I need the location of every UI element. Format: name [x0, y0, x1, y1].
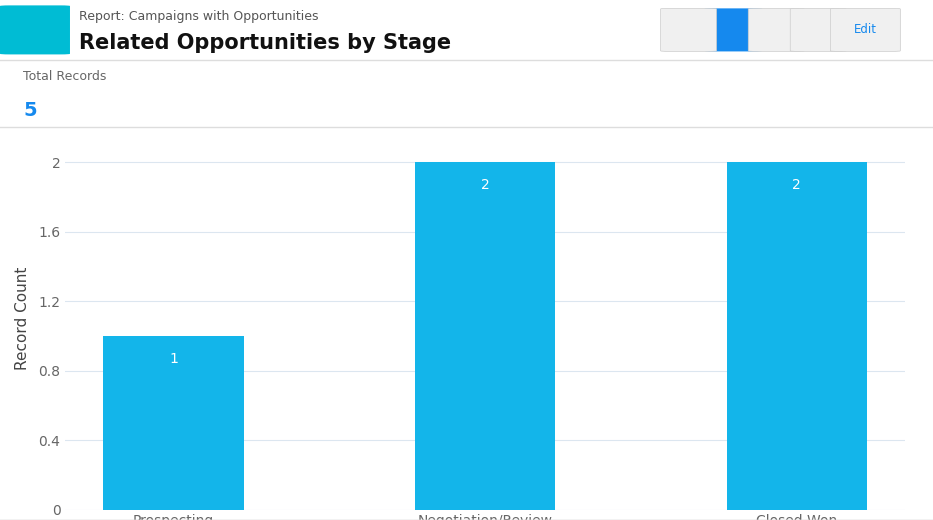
- Text: 1: 1: [169, 352, 178, 366]
- Bar: [727, 162, 867, 510]
- Text: Report: Campaigns with Opportunities: Report: Campaigns with Opportunities: [79, 10, 319, 23]
- Text: 5: 5: [23, 101, 37, 120]
- Text: 2: 2: [480, 178, 490, 192]
- Text: 2: 2: [792, 178, 801, 192]
- Bar: [104, 336, 244, 510]
- FancyBboxPatch shape: [748, 8, 804, 51]
- FancyBboxPatch shape: [661, 8, 717, 51]
- Text: Total Records: Total Records: [23, 70, 106, 83]
- Bar: [415, 162, 555, 510]
- FancyBboxPatch shape: [790, 8, 846, 51]
- FancyBboxPatch shape: [704, 8, 762, 51]
- FancyBboxPatch shape: [830, 8, 900, 51]
- Y-axis label: Record Count: Record Count: [15, 267, 30, 370]
- FancyBboxPatch shape: [0, 5, 70, 55]
- Text: Edit: Edit: [855, 23, 877, 36]
- Text: Related Opportunities by Stage: Related Opportunities by Stage: [79, 33, 452, 53]
